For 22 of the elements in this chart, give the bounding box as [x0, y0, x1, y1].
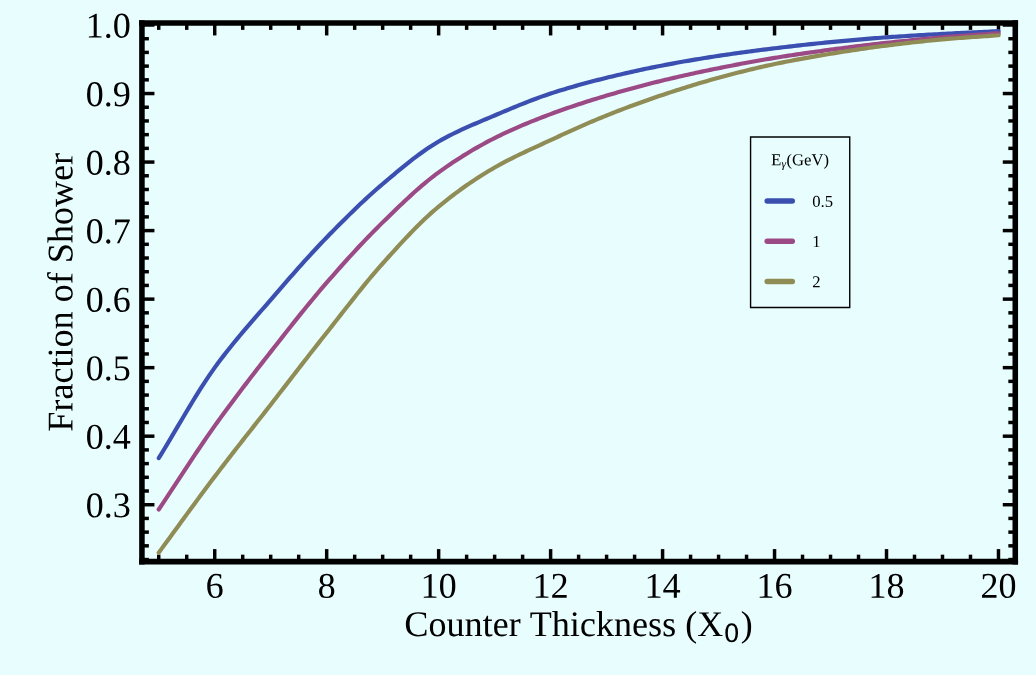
y-tick-label: 0.5	[87, 356, 130, 381]
y-axis-title: Fraction of Shower	[47, 153, 73, 431]
y-tick-label: 0.8	[87, 150, 130, 176]
y-tick-label: 0.3	[87, 493, 130, 518]
x-tick-label: 10	[423, 573, 456, 599]
x-tick-label: 20	[982, 573, 1016, 599]
y-tick-label: 0.7	[87, 219, 130, 244]
x-tick-label: 6	[207, 573, 223, 599]
y-tick-label: 0.6	[87, 287, 130, 313]
x-tick-label: 18	[871, 573, 904, 599]
x-tick-label: 14	[647, 573, 681, 598]
x-tick-label: 8	[319, 573, 335, 599]
legend-label: 2	[812, 276, 820, 288]
y-tick-label: 0.9	[87, 82, 130, 107]
y-tick-label: 1.0	[88, 13, 130, 39]
legend-label: 1	[813, 236, 820, 248]
y-tick-label: 0.4	[87, 424, 131, 450]
legend-label: 0.5	[812, 195, 833, 208]
legend-title: E$_{γ}$(GeV)	[771, 153, 829, 171]
x-tick-label: 16	[759, 573, 792, 599]
x-axis-title: Counter Thickness (X$_{0}$)	[405, 611, 752, 644]
x-tick-label: 12	[535, 573, 567, 598]
